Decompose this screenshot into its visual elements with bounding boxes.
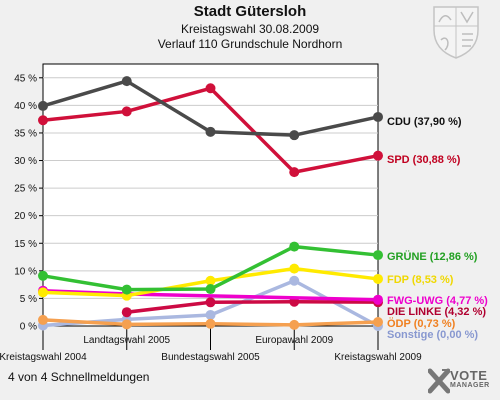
series-end-label: Sonstige (0,00 %) [387,329,478,341]
series-end-label: DIE LINKE (4,32 %) [387,306,486,318]
data-point [373,294,383,305]
data-point [205,284,216,295]
footer-note: 4 von 4 Schnellmeldungen [8,370,150,384]
y-tick-label: 30 % [14,156,37,167]
logo-mark-icon [428,368,450,394]
x-tick-label: Kreistagswahl 2009 [334,352,422,363]
data-point [121,76,132,87]
data-point [38,100,48,111]
x-tick-label: Europawahl 2009 [255,335,333,346]
data-point [373,316,383,327]
x-tick-label: Landtagswahl 2005 [83,335,170,346]
data-point [373,273,383,284]
y-tick-label: 35 % [14,128,37,139]
data-point [205,309,216,320]
data-point [205,297,216,308]
data-point [121,307,132,318]
data-point [289,263,300,274]
data-point [289,275,300,286]
data-point [205,275,216,286]
series-end-label: CDU (37,90 %) [387,116,462,128]
data-point [373,250,383,261]
y-tick-label: 45 % [14,73,37,84]
y-tick-label: 10 % [14,266,37,277]
data-point [38,115,48,126]
data-point [373,150,383,161]
y-tick-label: 0 % [20,322,37,333]
data-point [205,318,216,329]
x-tick-label: Bundestagswahl 2005 [161,352,260,363]
data-point [289,241,300,252]
series-line [126,299,379,314]
page-title: Stadt Gütersloh [193,3,307,20]
y-tick-label: 40 % [14,101,37,112]
series-end-label: FWG-UWG (4,77 %) [387,295,488,307]
data-point [121,106,132,117]
y-tick-label: 20 % [14,211,37,222]
y-tick-label: 25 % [14,184,37,195]
logo-manager-text: MANAGER [450,382,490,389]
series-end-label: GRÜNE (12,86 %) [387,250,478,263]
x-tick-label: Kreistagswahl 2004 [0,352,87,363]
data-point [121,319,132,330]
data-point [289,319,300,330]
data-point [38,287,48,298]
data-point [205,83,216,94]
series-end-label: FDP (8,53 %) [387,274,454,286]
data-point [373,111,383,122]
data-point [121,284,132,295]
y-tick-label: 15 % [14,239,37,250]
y-tick-label: 5 % [20,294,37,305]
data-point [289,167,300,178]
series-end-label: SPD (30,88 %) [387,154,461,166]
district-subtitle: Verlauf 110 Grundschule Nordhorn [157,37,343,51]
data-point [205,126,216,137]
data-point [289,130,300,141]
logo-vote-text: VOTE [450,368,488,383]
election-subtitle: Kreistagswahl 30.08.2009 [180,22,320,36]
data-point [38,314,48,325]
coat-of-arms-icon [433,6,479,59]
data-point [38,270,48,281]
series-end-label: ÖDP (0,73 %) [387,317,456,330]
